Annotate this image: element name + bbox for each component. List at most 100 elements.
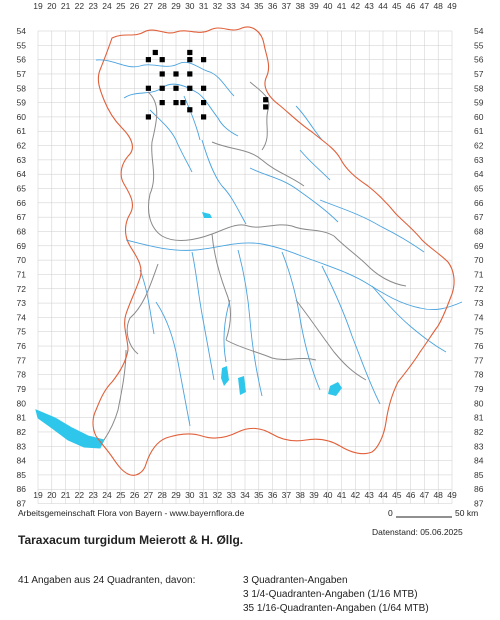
top-x-label: 19 [33,1,43,11]
left-y-label: 76 [17,341,27,351]
right-y-label: 87 [474,499,484,509]
stat-sixteenth-quadrant: 35 1/16-Quadranten-Angaben (1/64 MTB) [243,603,429,614]
left-y-label: 57 [17,69,27,79]
top-x-label: 41 [337,1,347,11]
bottom-x-label: 26 [130,490,140,500]
bottom-x-label: 49 [447,490,457,500]
top-x-label: 34 [240,1,250,11]
bottom-x-label: 44 [378,490,388,500]
left-y-label: 87 [17,499,27,509]
species-title: Taraxacum turgidum Meierott & H. Øllg. [18,533,244,547]
top-x-label: 43 [364,1,374,11]
right-y-label: 76 [474,341,484,351]
right-y-label: 57 [474,69,484,79]
top-x-label: 49 [447,1,457,11]
occurrence-marker [201,114,207,120]
right-y-label: 75 [474,327,484,337]
left-y-label: 65 [17,184,27,194]
left-y-label: 85 [17,470,27,480]
right-y-label: 74 [474,312,484,322]
right-y-label: 84 [474,456,484,466]
lake-starnberg [221,366,229,386]
right-y-label: 70 [474,255,484,265]
occurrence-marker [159,85,165,91]
bottom-x-label: 43 [364,490,374,500]
top-x-label: 42 [351,1,361,11]
right-y-label: 78 [474,370,484,380]
right-y-label: 55 [474,40,484,50]
left-y-label: 69 [17,241,27,251]
bottom-x-label: 39 [309,490,319,500]
right-y-label: 62 [474,141,484,151]
stat-quadrant: 3 Quadranten-Angaben [243,575,348,586]
water-features [35,59,463,449]
right-y-label: 77 [474,355,484,365]
top-x-label: 22 [75,1,85,11]
left-y-label: 84 [17,456,27,466]
right-y-label: 65 [474,184,484,194]
bottom-x-label: 45 [392,490,402,500]
map-grid [37,30,453,504]
right-y-label: 72 [474,284,484,294]
occurrence-marker [187,107,193,113]
occurrence-marker [173,71,179,77]
lake-ammersee [238,376,246,395]
top-x-label: 36 [268,1,278,11]
left-y-label: 77 [17,355,27,365]
occurrence-marker [263,104,269,110]
bottom-x-label: 42 [351,490,361,500]
left-y-label: 62 [17,141,27,151]
bottom-x-label: 28 [157,490,167,500]
occurrence-marker [180,100,186,106]
top-x-label: 45 [392,1,402,11]
left-y-label: 67 [17,212,27,222]
occurrence-marker [201,100,207,106]
top-x-label: 38 [295,1,305,11]
bottom-x-label: 40 [323,490,333,500]
scale-end-label: 50 km [455,508,479,518]
left-y-label: 70 [17,255,27,265]
right-y-label: 71 [474,269,484,279]
left-y-label: 55 [17,40,27,50]
bottom-x-label: 48 [433,490,443,500]
occurrence-marker [201,85,207,91]
occurrence-marker [187,85,193,91]
bottom-x-label: 22 [75,490,85,500]
scale-start-label: 0 [388,508,393,518]
occurrence-marker [145,85,151,91]
top-x-label: 26 [130,1,140,11]
left-y-label: 68 [17,226,27,236]
occurrence-marker [159,100,165,106]
occurrence-points [145,49,269,120]
summary-text: 41 Angaben aus 24 Quadranten, davon: [18,575,196,586]
lake-constance [35,409,105,449]
occurrence-marker [187,57,193,63]
right-y-label: 56 [474,55,484,65]
bottom-x-label: 20 [47,490,57,500]
top-x-label: 20 [47,1,57,11]
stat-quarter-quadrant: 3 1/4-Quadranten-Angaben (1/16 MTB) [243,589,418,600]
top-x-label: 29 [171,1,181,11]
bottom-x-label: 34 [240,490,250,500]
bottom-x-label: 41 [337,490,347,500]
top-x-label: 47 [420,1,430,11]
bottom-x-label: 25 [116,490,126,500]
occurrence-marker [201,57,207,63]
left-y-label: 72 [17,284,27,294]
occurrence-marker [173,100,179,106]
right-y-label: 58 [474,83,484,93]
bottom-x-label: 31 [199,490,209,500]
right-y-label: 80 [474,398,484,408]
right-y-label: 54 [474,26,484,36]
right-y-label: 61 [474,126,484,136]
bottom-x-label: 38 [295,490,305,500]
left-y-label: 60 [17,112,27,122]
region-borders [103,81,407,441]
occurrence-marker [145,114,151,120]
left-y-label: 64 [17,169,27,179]
bottom-x-label: 30 [185,490,195,500]
occurrence-marker [187,49,193,56]
left-y-label: 63 [17,155,27,165]
left-y-label: 79 [17,384,27,394]
left-y-label: 73 [17,298,27,308]
